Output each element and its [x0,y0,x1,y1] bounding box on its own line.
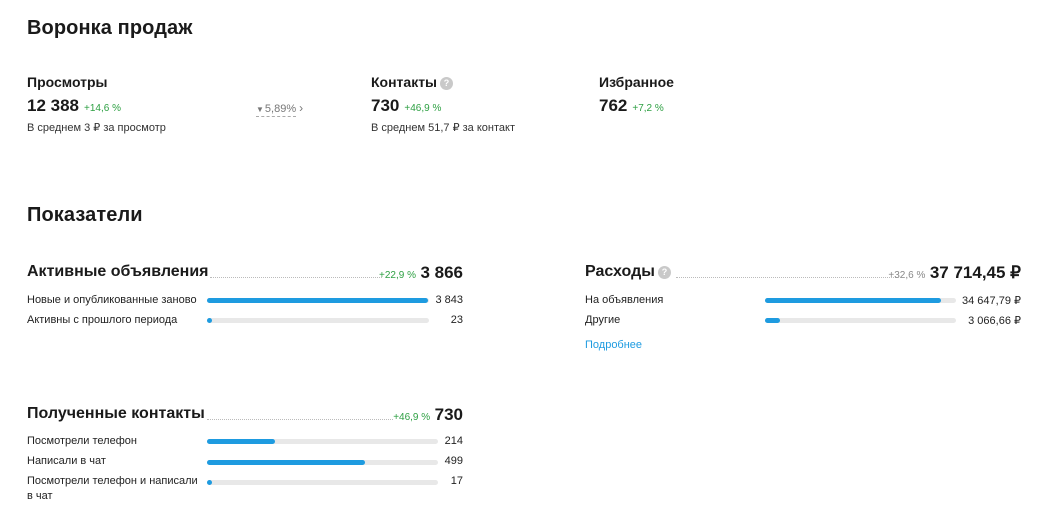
active-ads-row-label: Активны с прошлого периода [27,314,178,326]
views-metric: 12 388 +14,6 % [27,96,121,116]
active-ads-bar-fill [207,318,212,323]
active-ads-total: 3 866 [420,263,463,282]
expenses-bar-0 [765,298,956,303]
views-delta: +14,6 % [84,103,121,114]
chevron-right-icon: › [299,101,304,115]
dotted-leader [210,277,382,278]
contacts-value: 730 [371,96,400,115]
contacts-sub: В среднем 51,7 ₽ за контакт [371,122,515,134]
expenses-row-value: 3 066,66 ₽ [968,315,1021,327]
active-ads-bar-1 [207,318,429,323]
views-sub: В среднем 3 ₽ за просмотр [27,122,166,134]
dotted-leader [207,419,393,420]
views-label: Просмотры [27,74,108,90]
expenses-row-value: 34 647,79 ₽ [962,295,1021,307]
contacts-received-row-label: Посмотрели телефон [27,435,137,447]
contacts-received-bar-2 [207,480,438,485]
contacts-received-delta: +46,9 % [393,412,431,423]
contacts-received-row-value: 17 [450,475,463,487]
contacts-received-row-value: 499 [444,455,463,467]
contacts-received-row-value: 214 [444,435,463,447]
question-circle-icon[interactable]: ? [440,77,454,90]
expenses-row-label: На объявления [585,294,664,306]
contacts-received-bar-fill [207,480,212,485]
active-ads-total-wrap: +22,9 % 3 866 [379,263,463,283]
contacts-received-row-label: Написали в чат [27,455,106,467]
contacts-received-bar-fill [207,439,275,444]
expenses-bar-fill [765,298,941,303]
favorites-metric: 762 +7,2 % [599,96,664,116]
active-ads-row-label: Новые и опубликованные заново [27,294,197,306]
conversion-value: 5,89% [264,103,297,115]
indicators-title: Показатели [27,204,143,226]
expenses-delta: +32,6 % [888,270,926,281]
expenses-title-wrap: Расходы? [585,263,671,281]
favorites-delta: +7,2 % [632,103,664,114]
expenses-row-label: Другие [585,314,621,326]
expenses-bar-fill [765,318,780,323]
favorites-value: 762 [599,96,628,115]
active-ads-row-value: 3 843 [435,294,463,306]
contacts-received-bar-fill [207,460,365,465]
expenses-bar-1 [765,318,956,323]
contacts-received-total: 730 [434,405,463,424]
contacts-metric: 730 +46,9 % [371,96,441,116]
triangle-down-icon: ▼ [256,105,264,114]
contacts-label: Контакты [371,74,438,90]
contacts-label-wrap: Контакты? [371,74,454,90]
contacts-received-row-label-cont: в чат [27,490,53,502]
conversion-link[interactable]: ▼5,89% › [256,99,303,117]
active-ads-row-value: 23 [450,314,463,326]
contacts-delta: +46,9 % [404,103,442,114]
funnel-title: Воронка продаж [27,17,193,39]
expenses-title: Расходы [585,263,655,280]
dotted-leader [676,277,896,278]
contacts-received-bar-0 [207,439,438,444]
expenses-total-wrap: +32,6 % 37 714,45 ₽ [888,263,1021,283]
contacts-received-bar-1 [207,460,438,465]
active-ads-bar-0 [207,298,429,303]
active-ads-title: Активные объявления [27,263,209,280]
views-value: 12 388 [27,96,79,115]
contacts-received-total-wrap: +46,9 % 730 [393,405,463,425]
favorites-label: Избранное [599,74,674,90]
expenses-total: 37 714,45 ₽ [929,263,1021,282]
active-ads-delta: +22,9 % [379,270,416,281]
contacts-received-row-label: Посмотрели телефон и написали [27,475,198,487]
more-details-link[interactable]: Подробнее [585,339,643,351]
contacts-received-title: Полученные контакты [27,405,205,422]
active-ads-bar-fill [207,298,428,303]
question-circle-icon[interactable]: ? [657,266,671,279]
